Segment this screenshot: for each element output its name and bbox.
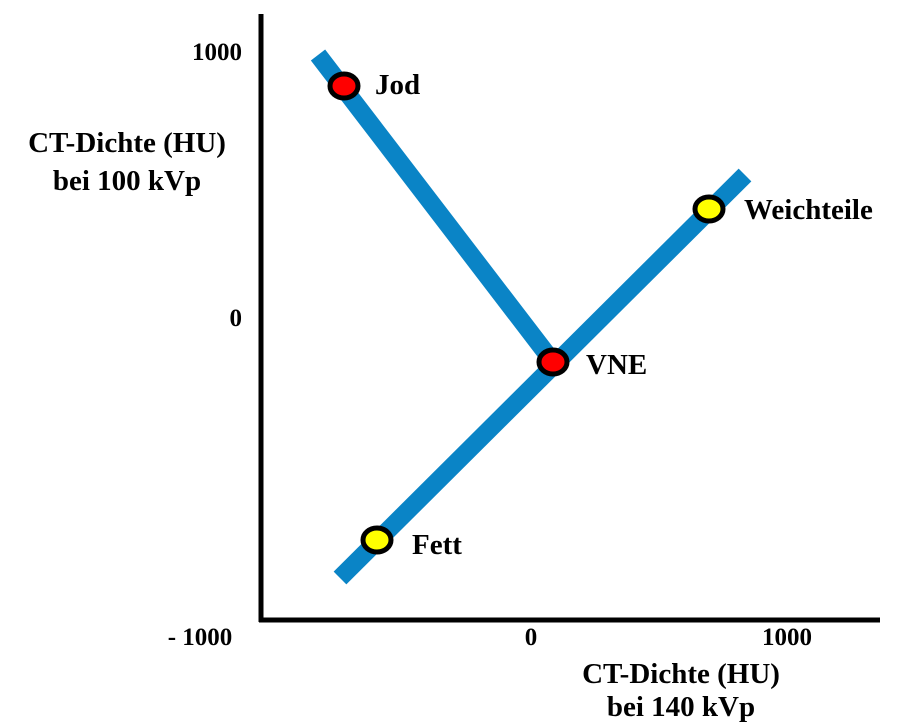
x-tick-minus-1000: - 1000 [168, 624, 233, 651]
vne-label: VNE [586, 349, 647, 381]
fett-marker [360, 525, 394, 555]
y-axis-title-line2: bei 100 kVp [53, 165, 201, 197]
x-tick-0: 0 [525, 624, 538, 651]
y-tick-1000: 1000 [192, 39, 242, 66]
iodine-line [310, 49, 561, 368]
x-axis-title-line2: bei 140 kVp [607, 691, 755, 722]
weichteile-marker [692, 194, 726, 224]
y-axis-title-line1: CT-Dichte (HU) [28, 127, 226, 159]
vne-marker [536, 347, 570, 377]
weichteile-label: Weichteile [744, 194, 873, 226]
jod-label: Jod [375, 69, 420, 101]
x-axis-title-line1: CT-Dichte (HU) [582, 658, 780, 690]
tissue-line [333, 168, 752, 585]
y-tick-0: 0 [230, 305, 243, 332]
x-tick-1000: 1000 [762, 624, 812, 651]
fett-label: Fett [412, 529, 462, 561]
jod-marker [327, 71, 361, 101]
